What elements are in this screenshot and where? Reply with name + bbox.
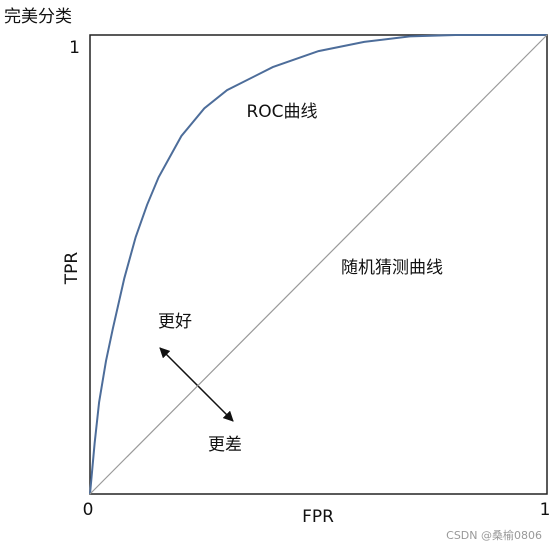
- x-axis-label: FPR: [302, 507, 334, 527]
- watermark: CSDN @桑榆0806: [446, 528, 542, 542]
- arrow: [159, 347, 234, 422]
- plot-frame: [89, 34, 548, 495]
- y-axis-label: TPR: [62, 252, 82, 286]
- series-label: 随机猜测曲线: [341, 258, 443, 278]
- line: [89, 34, 547, 495]
- line: [89, 34, 548, 495]
- x-tick-label: 1: [540, 500, 551, 520]
- y-tick-label: 1: [69, 38, 80, 58]
- series-label: ROC曲线: [246, 102, 317, 122]
- annotation: 更好: [158, 312, 192, 332]
- annotation: 更差: [208, 435, 242, 455]
- chart-title: 完美分类: [4, 7, 72, 27]
- x-tick-label: 0: [83, 500, 94, 520]
